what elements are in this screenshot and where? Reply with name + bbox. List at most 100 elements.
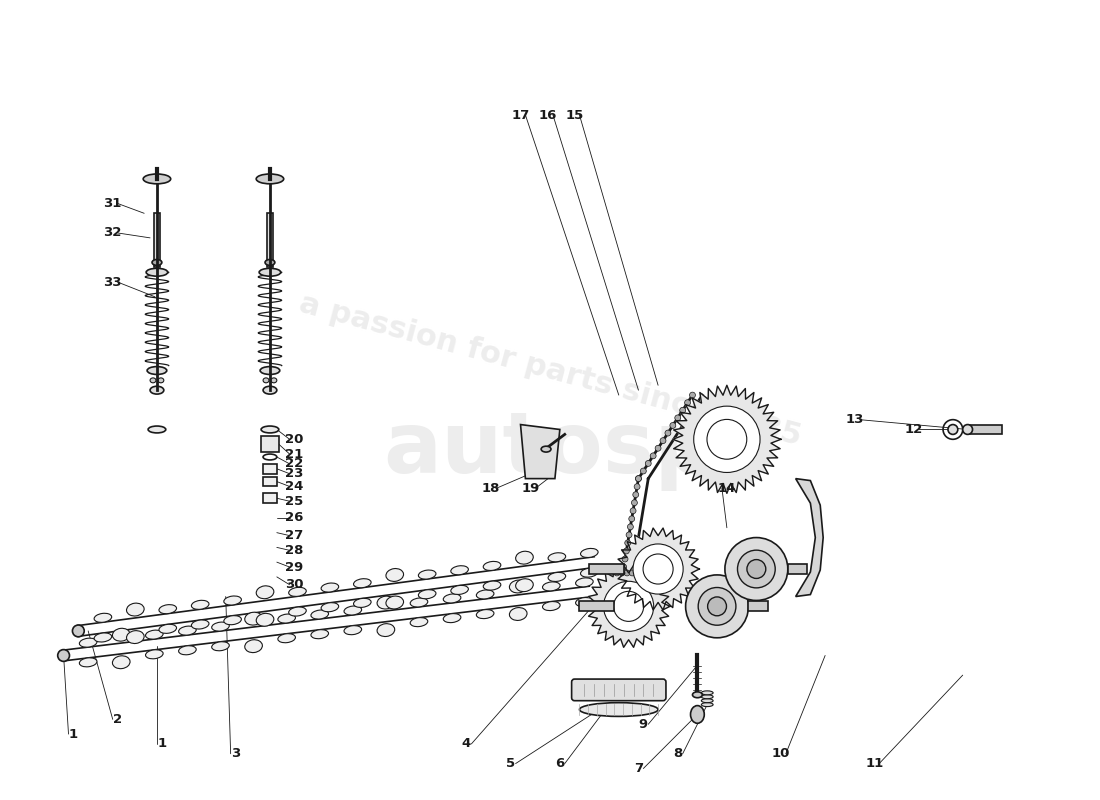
Bar [263,477,277,486]
Ellipse shape [575,598,593,606]
Ellipse shape [79,638,97,647]
Bar [263,494,277,503]
Ellipse shape [146,268,168,276]
Ellipse shape [948,425,958,434]
Text: 15: 15 [565,109,584,122]
Ellipse shape [260,366,279,374]
Ellipse shape [152,259,162,266]
Ellipse shape [516,578,534,592]
Ellipse shape [263,386,277,394]
Text: 16: 16 [539,109,558,122]
Circle shape [660,570,666,576]
Circle shape [625,540,630,546]
Text: 9: 9 [639,718,648,730]
Text: 30: 30 [285,578,304,591]
Ellipse shape [263,378,270,383]
Text: 4: 4 [462,738,471,750]
Ellipse shape [126,630,144,643]
Ellipse shape [702,694,713,698]
Circle shape [674,415,681,421]
Bar [968,425,1002,434]
Ellipse shape [126,603,144,616]
Circle shape [725,538,788,601]
Ellipse shape [377,596,395,609]
Ellipse shape [702,698,713,702]
Bar [748,602,768,611]
Ellipse shape [178,626,196,635]
Circle shape [690,392,695,398]
Ellipse shape [581,568,598,577]
Ellipse shape [541,446,551,452]
Ellipse shape [223,596,241,605]
Ellipse shape [211,642,229,650]
Circle shape [626,532,632,538]
Ellipse shape [311,630,329,638]
Ellipse shape [191,600,209,610]
Circle shape [632,492,639,498]
Bar [263,464,277,474]
Ellipse shape [344,626,362,634]
Ellipse shape [265,259,275,266]
Circle shape [698,587,736,626]
Ellipse shape [58,650,68,661]
Text: 7: 7 [634,762,643,775]
Ellipse shape [542,602,560,610]
Ellipse shape [321,583,339,592]
Circle shape [680,407,685,414]
Text: 3: 3 [231,747,240,760]
Circle shape [604,582,653,631]
Ellipse shape [386,569,404,582]
Polygon shape [587,566,670,647]
Circle shape [670,422,675,429]
Ellipse shape [271,378,277,383]
Text: 19: 19 [521,482,539,495]
Ellipse shape [410,598,428,607]
Circle shape [650,453,656,458]
Ellipse shape [410,618,428,626]
Ellipse shape [443,594,461,603]
Ellipse shape [691,706,704,723]
Ellipse shape [211,622,229,631]
Ellipse shape [377,624,395,637]
FancyBboxPatch shape [572,679,666,701]
Text: 29: 29 [285,561,304,574]
Text: 12: 12 [904,423,923,436]
Text: 33: 33 [103,275,122,289]
Ellipse shape [580,702,658,717]
Ellipse shape [509,580,527,593]
Ellipse shape [261,426,278,433]
Ellipse shape [158,378,164,383]
Text: 24: 24 [285,480,304,493]
Ellipse shape [418,590,436,598]
Text: 14: 14 [717,482,736,495]
Circle shape [619,570,625,576]
Ellipse shape [575,578,593,587]
Circle shape [629,570,635,576]
Ellipse shape [245,640,263,653]
Circle shape [646,461,651,466]
Ellipse shape [702,702,713,706]
Text: 8: 8 [673,747,682,760]
Ellipse shape [311,610,329,619]
Ellipse shape [79,658,97,667]
Ellipse shape [288,587,306,597]
Ellipse shape [509,607,527,621]
Ellipse shape [160,624,176,634]
Circle shape [636,476,641,482]
Ellipse shape [150,386,164,394]
Ellipse shape [483,581,500,590]
Polygon shape [617,528,700,610]
Circle shape [640,468,647,474]
Polygon shape [673,386,781,494]
Ellipse shape [542,582,560,591]
Ellipse shape [548,553,565,562]
Circle shape [629,516,635,522]
Ellipse shape [143,174,170,184]
Text: 5: 5 [506,757,515,770]
Circle shape [614,570,619,576]
Ellipse shape [702,691,713,694]
Circle shape [666,430,671,436]
Circle shape [645,570,650,576]
Ellipse shape [386,596,404,609]
Text: 20: 20 [285,433,304,446]
